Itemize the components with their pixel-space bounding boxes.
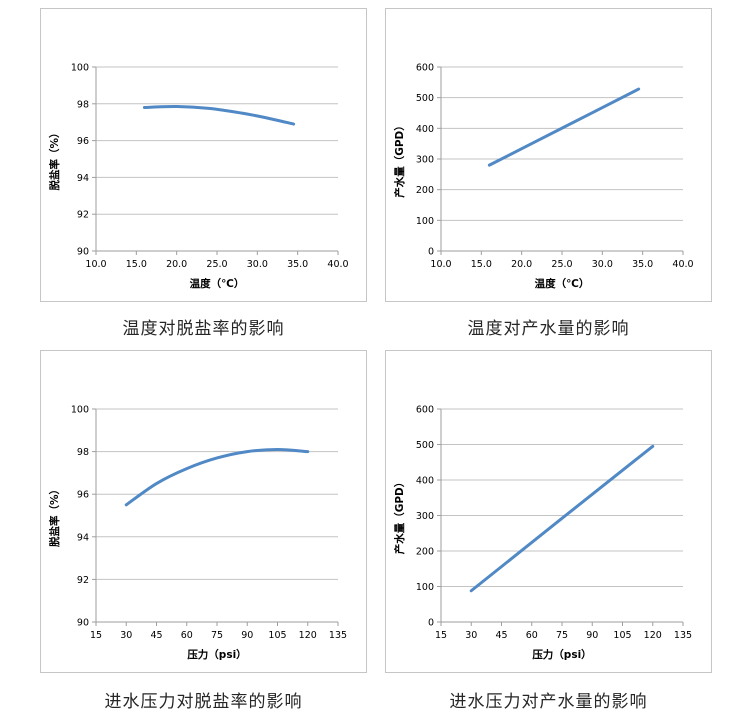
panel-pressure-rejection: 90 92 94 96 98 100 15 30 45 60 75 90 105 120 135 压力（psi… (40, 350, 367, 725)
svg-text:120: 120 (299, 630, 317, 641)
chart-caption-temperature-flow: 温度对产水量的影响 (467, 318, 630, 339)
svg-text:500: 500 (416, 440, 434, 451)
chart-canvas-pressure-rejection: 90 92 94 96 98 100 15 30 45 60 75 90 105 120 135 压力（psi… (48, 405, 347, 662)
svg-text:0: 0 (428, 618, 434, 629)
svg-text:20.0: 20.0 (166, 259, 187, 270)
svg-text:压力（psi）: 压力（psi） (187, 648, 246, 661)
svg-text:15: 15 (90, 630, 102, 641)
svg-text:35.0: 35.0 (287, 259, 308, 270)
svg-text:105: 105 (268, 630, 286, 641)
svg-text:30: 30 (465, 630, 477, 641)
svg-text:96: 96 (77, 490, 89, 501)
chart-box-pressure-flow: 0 100 200 300 400 500 600 15 30 45 60 75 90 105 120 135… (385, 350, 712, 673)
charts-grid: 90 92 94 96 98 100 10.0 15.0 20.0 25.0 30.0 35.0 40.… (40, 8, 712, 725)
svg-text:300: 300 (416, 155, 434, 166)
svg-text:135: 135 (329, 630, 347, 641)
svg-text:120: 120 (644, 630, 662, 641)
svg-text:400: 400 (416, 476, 434, 487)
svg-text:30.0: 30.0 (592, 259, 613, 270)
svg-text:15.0: 15.0 (471, 259, 492, 270)
svg-text:45: 45 (495, 630, 507, 641)
svg-text:35.0: 35.0 (632, 259, 653, 270)
svg-text:10.0: 10.0 (85, 259, 106, 270)
chart-canvas-temperature-flow: 0 100 200 300 400 500 600 10.0 15.0 20.0 25.0 30.0 3… (393, 63, 694, 291)
svg-text:200: 200 (416, 185, 434, 196)
svg-text:98: 98 (77, 447, 89, 458)
svg-text:45: 45 (150, 630, 162, 641)
chart-box-temperature-rejection: 90 92 94 96 98 100 10.0 15.0 20.0 25.0 30.0 35.0 40.… (40, 8, 367, 302)
svg-text:100: 100 (71, 63, 89, 74)
svg-text:60: 60 (181, 630, 193, 641)
svg-text:300: 300 (416, 511, 434, 522)
svg-text:产水量（GPD）: 产水量（GPD） (393, 477, 406, 555)
svg-text:92: 92 (77, 210, 89, 221)
chart-box-pressure-rejection: 90 92 94 96 98 100 15 30 45 60 75 90 105 120 135 压力（psi… (40, 350, 367, 673)
svg-text:30: 30 (120, 630, 132, 641)
svg-text:75: 75 (211, 630, 223, 641)
svg-text:产水量（GPD）: 产水量（GPD） (393, 120, 406, 198)
panel-temperature-flow: 0 100 200 300 400 500 600 10.0 15.0 20.0 25.0 30.0 3… (385, 8, 712, 350)
svg-text:脱盐率（%）: 脱盐率（%） (48, 484, 61, 547)
svg-text:90: 90 (77, 247, 89, 258)
svg-text:90: 90 (77, 618, 89, 629)
svg-text:500: 500 (416, 93, 434, 104)
svg-text:400: 400 (416, 124, 434, 135)
svg-text:10.0: 10.0 (430, 259, 451, 270)
svg-text:600: 600 (416, 63, 434, 74)
svg-text:96: 96 (77, 136, 89, 147)
svg-text:温度（℃）: 温度（℃） (190, 277, 245, 290)
chart-canvas-pressure-flow: 0 100 200 300 400 500 600 15 30 45 60 75 90 105 120 135… (393, 405, 692, 662)
svg-text:压力（psi）: 压力（psi） (532, 648, 591, 661)
svg-text:105: 105 (613, 630, 631, 641)
svg-text:90: 90 (241, 630, 253, 641)
svg-text:0: 0 (428, 247, 434, 258)
chart-caption-pressure-rejection: 进水压力对脱盐率的影响 (104, 691, 303, 712)
panel-pressure-flow: 0 100 200 300 400 500 600 15 30 45 60 75 90 105 120 135… (385, 350, 712, 725)
svg-text:温度（℃）: 温度（℃） (535, 277, 590, 290)
svg-text:15.0: 15.0 (126, 259, 147, 270)
svg-text:60: 60 (526, 630, 538, 641)
svg-text:25.0: 25.0 (551, 259, 572, 270)
svg-text:100: 100 (416, 582, 434, 593)
svg-text:100: 100 (416, 216, 434, 227)
svg-text:30.0: 30.0 (247, 259, 268, 270)
chart-caption-pressure-flow: 进水压力对产水量的影响 (449, 691, 648, 712)
svg-text:135: 135 (674, 630, 692, 641)
svg-text:脱盐率（%）: 脱盐率（%） (48, 127, 61, 190)
svg-text:25.0: 25.0 (206, 259, 227, 270)
chart-box-temperature-flow: 0 100 200 300 400 500 600 10.0 15.0 20.0 25.0 30.0 3… (385, 8, 712, 302)
panel-temperature-rejection: 90 92 94 96 98 100 10.0 15.0 20.0 25.0 30.0 35.0 40.… (40, 8, 367, 350)
svg-text:94: 94 (77, 173, 89, 184)
svg-text:94: 94 (77, 532, 89, 543)
svg-text:600: 600 (416, 405, 434, 416)
svg-text:92: 92 (77, 575, 89, 586)
chart-caption-temperature-rejection: 温度对脱盐率的影响 (122, 318, 285, 339)
svg-text:90: 90 (586, 630, 598, 641)
chart-canvas-temperature-rejection: 90 92 94 96 98 100 10.0 15.0 20.0 25.0 30.0 35.0 40.… (48, 63, 349, 291)
svg-text:100: 100 (71, 405, 89, 416)
svg-text:75: 75 (556, 630, 568, 641)
svg-text:200: 200 (416, 547, 434, 558)
svg-text:40.0: 40.0 (327, 259, 348, 270)
svg-text:20.0: 20.0 (511, 259, 532, 270)
svg-text:40.0: 40.0 (672, 259, 693, 270)
svg-text:98: 98 (77, 99, 89, 110)
svg-text:15: 15 (435, 630, 447, 641)
